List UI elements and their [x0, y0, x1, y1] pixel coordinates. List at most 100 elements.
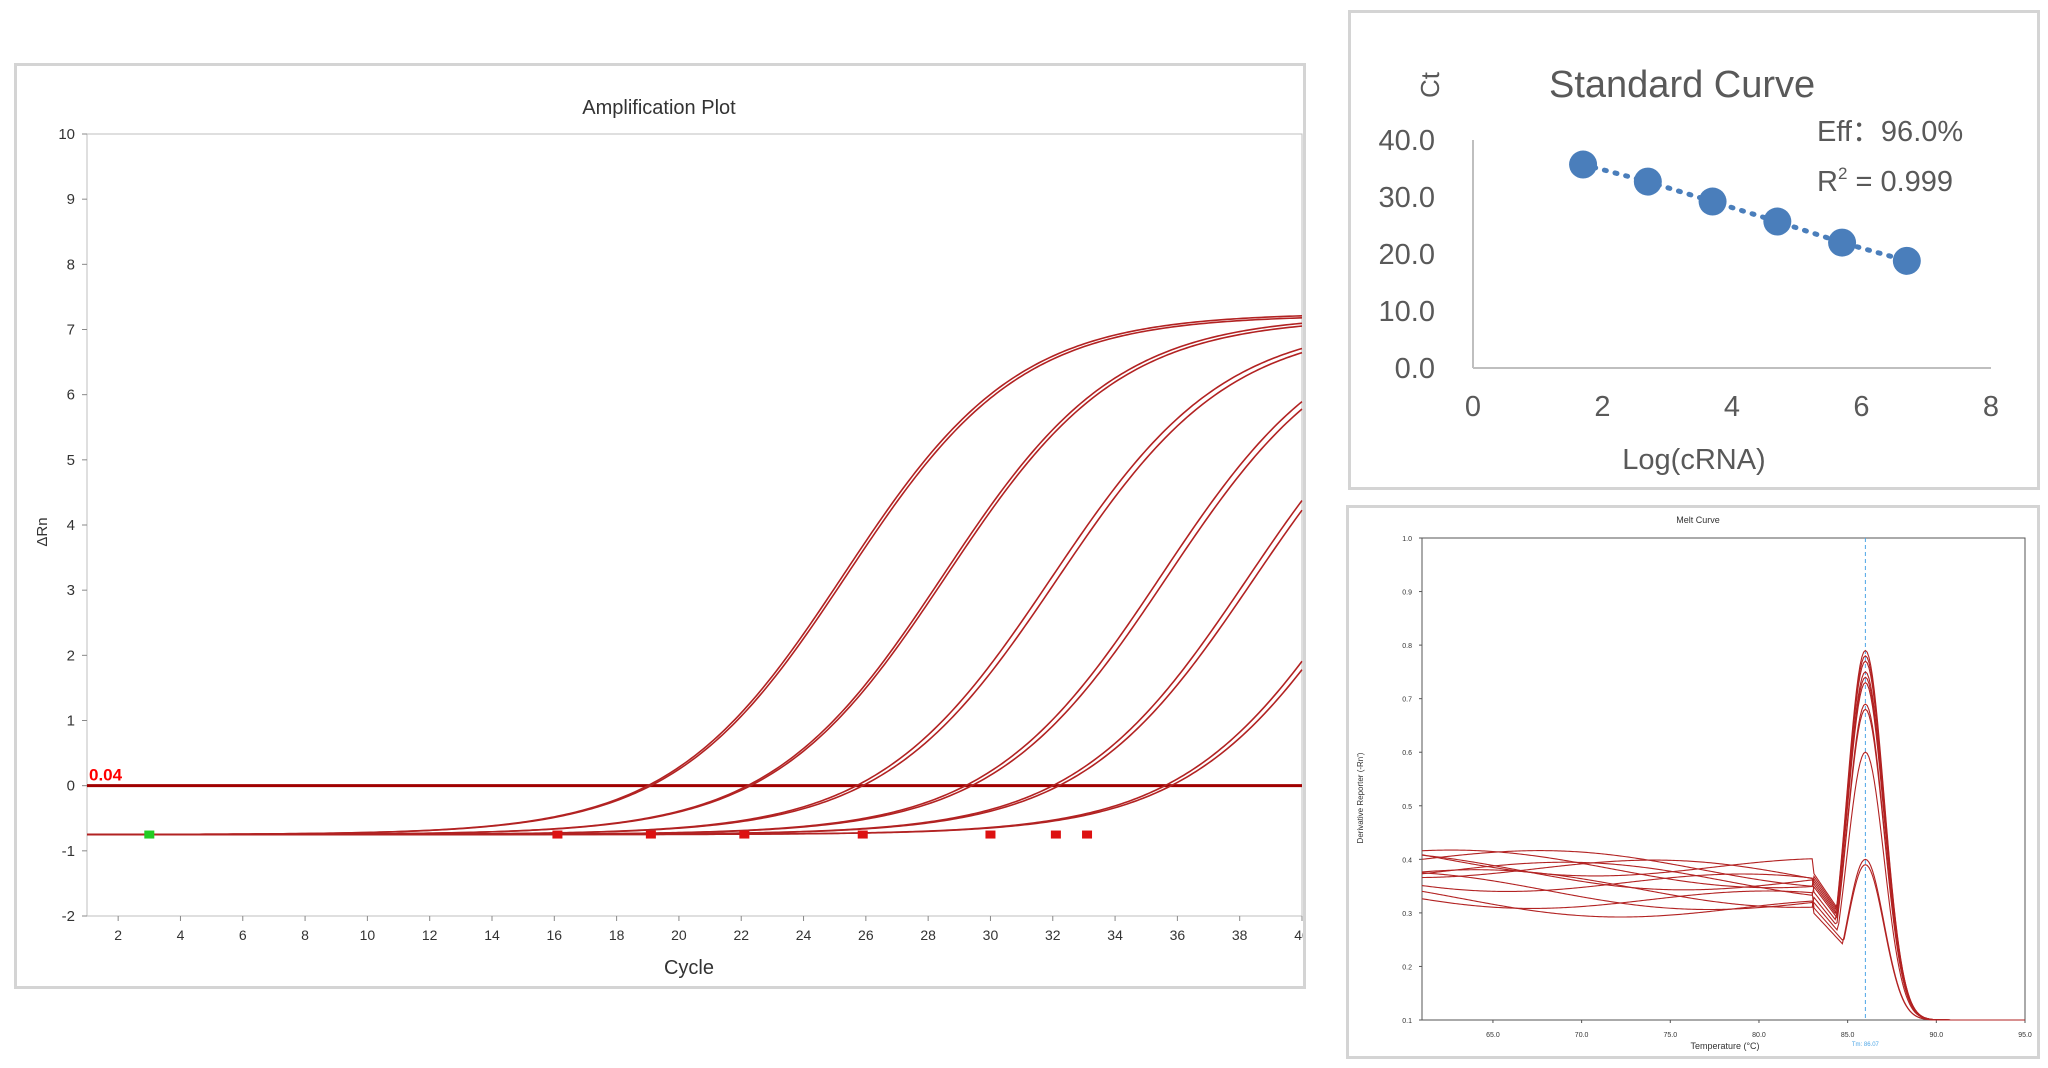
melt-curve — [1421, 649, 2025, 1021]
standard-curve-point — [1569, 150, 1598, 179]
standard-curve-point — [1828, 228, 1857, 257]
y-tick-label: 0.4 — [1402, 857, 1412, 864]
y-tick-label: -2 — [62, 908, 75, 925]
x-tick-label: 22 — [733, 927, 749, 943]
y-tick-label: 0.9 — [1402, 590, 1412, 597]
standard-curve-point — [1633, 167, 1662, 196]
standard-curve-r-squared: R2 = 0.999 — [1817, 164, 1953, 198]
amplification-plot-title: Amplification Plot — [582, 97, 736, 119]
x-tick-label: 8 — [301, 927, 309, 943]
y-tick-label: 30.0 — [1379, 182, 1435, 214]
y-tick-label: 1 — [67, 713, 75, 730]
y-tick-label: 0.1 — [1402, 1018, 1412, 1025]
amplification-curve — [87, 315, 1303, 836]
y-tick-label: 20.0 — [1379, 239, 1435, 271]
melt-curve-title: Melt Curve — [1676, 515, 1720, 525]
x-tick-label: 4 — [1724, 391, 1740, 423]
baseline-marker — [1050, 830, 1061, 839]
x-tick-label: 12 — [422, 927, 438, 943]
x-tick-label: 95.0 — [2018, 1032, 2032, 1039]
x-tick-label: 16 — [547, 927, 563, 943]
amplification-plot-ylabel: ΔRn — [34, 517, 51, 546]
x-tick-label: 26 — [858, 927, 874, 943]
melt-curve — [1421, 655, 2025, 1021]
baseline-marker — [985, 830, 996, 839]
x-tick-label: 20 — [671, 927, 687, 943]
x-tick-label: 24 — [796, 927, 812, 943]
amplification-curve — [87, 347, 1303, 836]
x-tick-label: 30 — [983, 927, 999, 943]
x-tick-label: 14 — [484, 927, 500, 943]
amplification-plot-area — [86, 133, 1303, 917]
x-tick-label: 36 — [1170, 927, 1186, 943]
x-tick-label: 32 — [1045, 927, 1061, 943]
x-tick-label: 4 — [177, 927, 185, 943]
baseline-marker — [857, 830, 868, 839]
melt-curve — [1421, 864, 2025, 1021]
y-tick-label: 0.7 — [1402, 697, 1412, 704]
threshold-label: 0.04 — [89, 766, 123, 785]
y-tick-label: 0.3 — [1402, 911, 1412, 918]
amplification-plot-chart: Amplification Plot Cycle ΔRn -2-10123456… — [34, 97, 1303, 979]
standard-curve-chart: Standard Curve Ct Log(cRNA) Eff：96.0% R2… — [1379, 64, 2000, 476]
standard-curve-panel: Standard Curve Ct Log(cRNA) Eff：96.0% R2… — [1348, 10, 2040, 490]
x-tick-label: 85.0 — [1841, 1032, 1855, 1039]
y-tick-label: 5 — [67, 452, 75, 469]
y-tick-label: 10.0 — [1379, 296, 1435, 328]
melt-curve — [1421, 671, 2025, 1021]
amplification-curve — [87, 351, 1303, 836]
standard-curve-point — [1763, 207, 1792, 236]
x-tick-label: 34 — [1107, 927, 1123, 943]
baseline-marker — [739, 830, 750, 839]
standard-curve-point — [1698, 187, 1727, 216]
standard-curve-xlabel: Log(cRNA) — [1622, 444, 1765, 476]
melt-curve-panel: Melt Curve Temperature (°C) Derivative R… — [1346, 505, 2040, 1059]
x-tick-label: 38 — [1232, 927, 1248, 943]
x-tick-label: 0 — [1465, 391, 1481, 423]
x-tick-label: 2 — [114, 927, 122, 943]
y-tick-label: 6 — [67, 387, 75, 404]
baseline-marker — [144, 830, 155, 839]
y-tick-label: 0.0 — [1395, 353, 1435, 385]
x-tick-label: 28 — [920, 927, 936, 943]
x-tick-label: 80.0 — [1752, 1032, 1766, 1039]
y-tick-label: 4 — [67, 517, 75, 534]
y-tick-label: 10 — [58, 126, 75, 143]
x-tick-label: 18 — [609, 927, 625, 943]
baseline-marker — [1082, 830, 1093, 839]
melt-curve — [1421, 703, 2025, 1021]
amplification-plot-xlabel: Cycle — [664, 957, 714, 979]
standard-curve-efficiency: Eff：96.0% — [1817, 116, 1963, 148]
amplification-curve — [87, 400, 1303, 836]
amplification-curve — [87, 317, 1303, 836]
y-tick-label: 8 — [67, 256, 75, 273]
standard-curve-title: Standard Curve — [1549, 64, 1815, 106]
amplification-curve — [87, 408, 1303, 836]
x-tick-label: 40 — [1294, 927, 1303, 943]
standard-curve-ylabel: Ct — [1415, 71, 1445, 98]
melt-curve-xlabel: Temperature (°C) — [1690, 1041, 1759, 1051]
y-tick-label: 40.0 — [1379, 125, 1435, 157]
y-tick-label: 3 — [67, 582, 75, 599]
y-tick-label: 2 — [67, 647, 75, 664]
x-tick-label: 90.0 — [1930, 1032, 1944, 1039]
y-tick-label: 0.2 — [1402, 964, 1412, 971]
y-tick-label: -1 — [62, 843, 75, 860]
melt-curve — [1421, 660, 2025, 1021]
melt-curve-chart: Melt Curve Temperature (°C) Derivative R… — [1356, 515, 2032, 1051]
y-tick-label: 0.6 — [1402, 750, 1412, 757]
y-tick-label: 9 — [67, 191, 75, 208]
baseline-marker — [645, 830, 656, 839]
x-tick-label: 70.0 — [1575, 1032, 1589, 1039]
melt-tm-label: Tm: 86.07 — [1852, 1042, 1880, 1048]
melt-curve — [1421, 676, 2025, 1021]
y-tick-label: 0 — [67, 778, 75, 795]
amplification-curve — [87, 669, 1303, 836]
baseline-marker — [552, 830, 563, 839]
y-tick-label: 0.5 — [1402, 804, 1412, 811]
x-tick-label: 6 — [1853, 391, 1869, 423]
amplification-plot-panel: Amplification Plot Cycle ΔRn -2 -1 0 1 2 3 4 5 6… — [14, 63, 1306, 989]
x-tick-label: 65.0 — [1486, 1032, 1500, 1039]
melt-curve-ylabel: Derivative Reporter (-Rn') — [1356, 752, 1365, 843]
melt-curve — [1421, 858, 2025, 1021]
